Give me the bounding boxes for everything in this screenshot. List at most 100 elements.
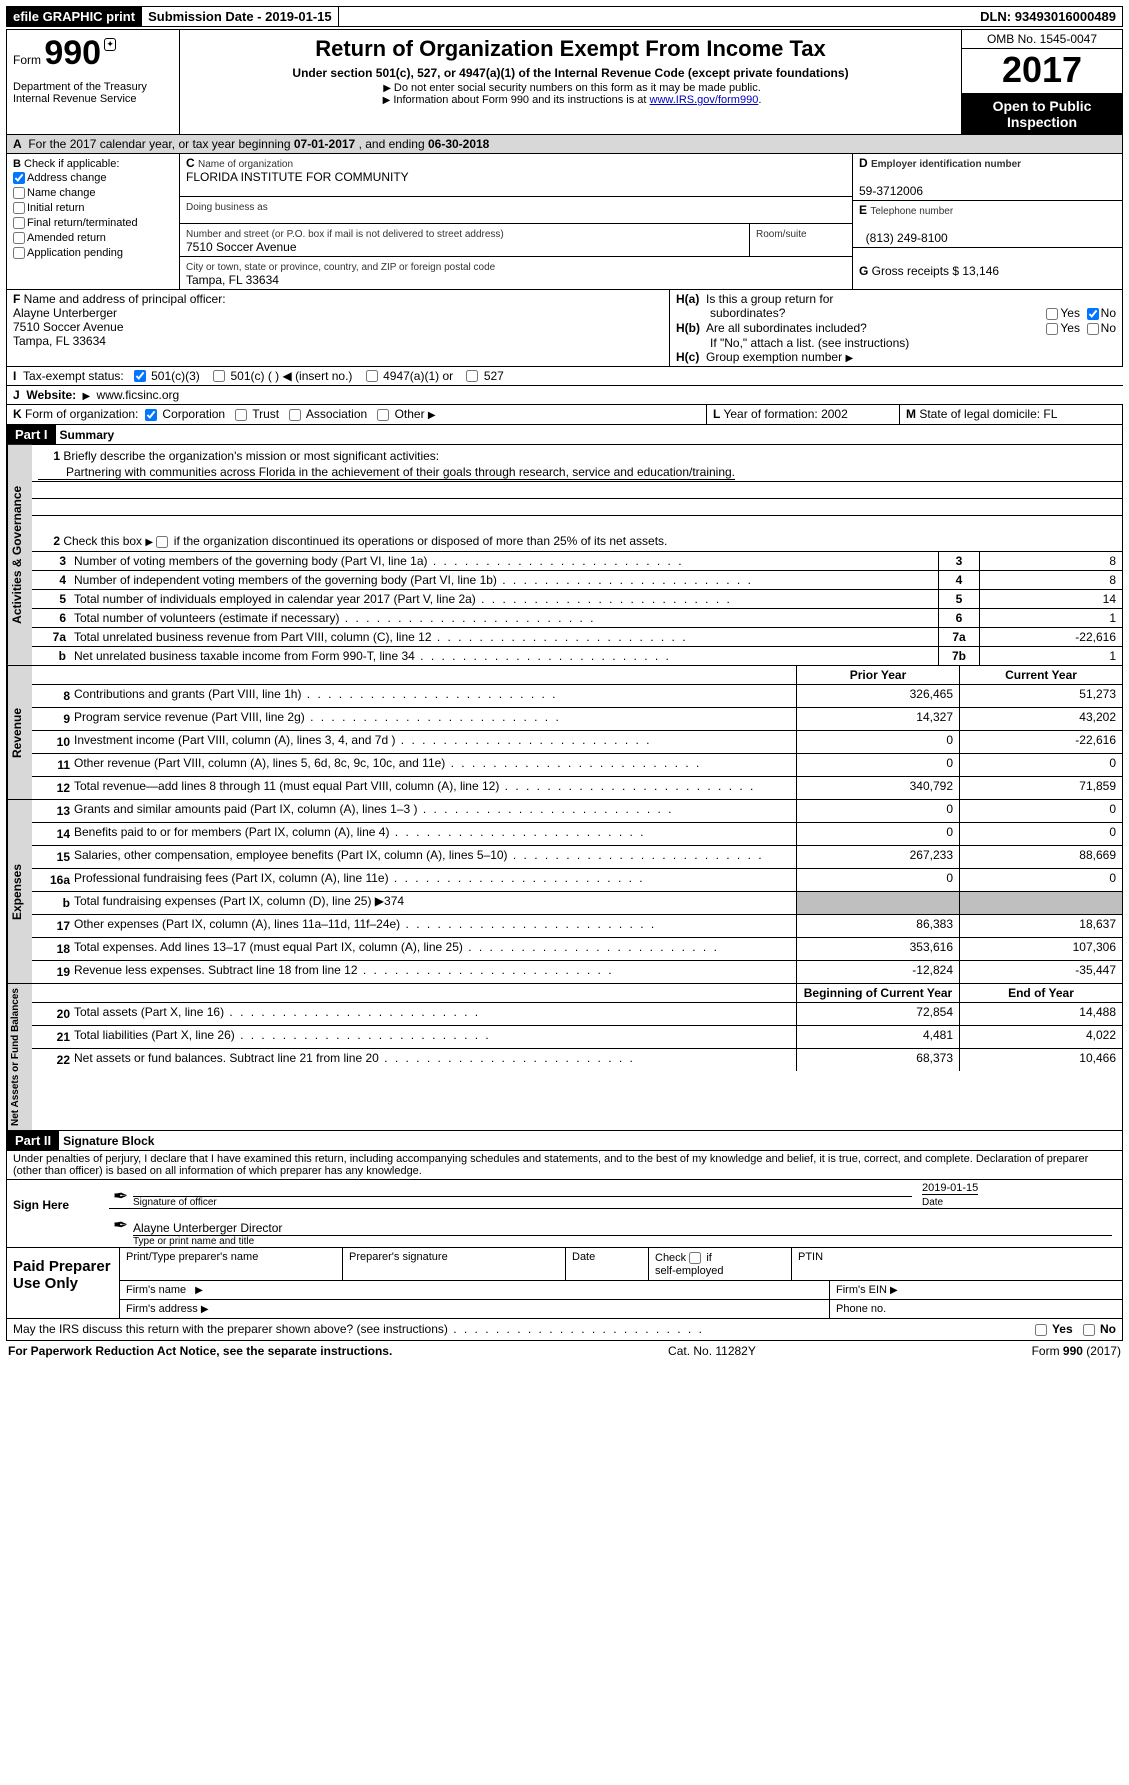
type-name-label: Type or print name and title	[133, 1236, 1122, 1247]
efile-topbar: efile GRAPHIC print Submission Date - 20…	[6, 6, 1123, 27]
dept-irs: Internal Revenue Service	[13, 93, 173, 105]
vtab-revenue: Revenue	[7, 666, 32, 799]
line-number: b	[36, 894, 74, 912]
line-desc: Total expenses. Add lines 13–17 (must eq…	[74, 940, 792, 958]
opt-assoc: Association	[306, 407, 367, 421]
prior-year-value: 0	[796, 754, 959, 776]
line-desc: Total fundraising expenses (Part IX, col…	[74, 894, 792, 912]
revenue-block: Revenue Prior Year Current Year 8Contrib…	[6, 666, 1123, 800]
cb-other[interactable]	[377, 409, 389, 421]
street-label: Number and street (or P.O. box if mail i…	[186, 229, 504, 240]
cb-address-change[interactable]: Address change	[13, 171, 173, 185]
sig-date: 2019-01-15	[922, 1182, 978, 1195]
line-number: 20	[36, 1005, 74, 1023]
cb-discuss-no[interactable]	[1083, 1324, 1095, 1336]
checkbox-icon[interactable]	[13, 217, 25, 229]
officer-city: Tampa, FL 33634	[13, 334, 106, 348]
line-a-mid: , and ending	[355, 137, 428, 151]
line-box: 5	[938, 590, 979, 608]
omb-number: OMB No. 1545-0047	[962, 30, 1122, 49]
hb-no-checkbox[interactable]	[1087, 323, 1099, 335]
part2-title: Signature Block	[59, 1134, 154, 1148]
checkbox-icon[interactable]	[13, 202, 25, 214]
line-number: 17	[36, 917, 74, 935]
line-desc: Total number of volunteers (estimate if …	[70, 609, 938, 627]
hb-yes-checkbox[interactable]	[1046, 323, 1058, 335]
dba-label: Doing business as	[186, 202, 268, 213]
begin-year-hdr: Beginning of Current Year	[796, 984, 959, 1002]
gross-value: 13,146	[962, 264, 999, 278]
org-name: FLORIDA INSTITUTE FOR COMMUNITY	[186, 170, 409, 184]
line-desc: Number of voting members of the governin…	[70, 552, 938, 570]
prior-year-value: -12,824	[796, 961, 959, 983]
checkbox-icon[interactable]	[13, 232, 25, 244]
opt-other: Other	[395, 407, 425, 421]
cb-application-pending[interactable]: Application pending	[13, 246, 173, 260]
line-desc: Other revenue (Part VIII, column (A), li…	[74, 756, 792, 774]
opt-527: 527	[484, 369, 504, 383]
checkbox-icon[interactable]	[13, 187, 25, 199]
line-number: 13	[36, 802, 74, 820]
table-row: 21Total liabilities (Part X, line 26)4,4…	[32, 1025, 1122, 1048]
prior-year-value: 340,792	[796, 777, 959, 799]
cb-final-return[interactable]: Final return/terminated	[13, 216, 173, 230]
arrow-icon	[380, 94, 394, 106]
prior-year-value: 86,383	[796, 915, 959, 937]
gross-label: Gross receipts $	[872, 264, 963, 278]
self-employed-label: self-employed	[655, 1265, 723, 1277]
cb-self-employed[interactable]	[689, 1252, 701, 1264]
b-label: Check if applicable:	[24, 158, 119, 170]
cb-name-change[interactable]: Name change	[13, 186, 173, 200]
arrow-icon	[201, 1303, 209, 1315]
table-row: 15Salaries, other compensation, employee…	[32, 845, 1122, 868]
prior-year-value: 353,616	[796, 938, 959, 960]
website-value: www.ficsinc.org	[97, 388, 180, 402]
current-year-value: 88,669	[959, 846, 1122, 868]
cb-initial-return[interactable]: Initial return	[13, 201, 173, 215]
cb-amended-return[interactable]: Amended return	[13, 231, 173, 245]
footer-form-pre: Form	[1032, 1344, 1063, 1358]
line-desc: Total number of individuals employed in …	[70, 590, 938, 608]
cb-527[interactable]	[466, 370, 478, 382]
cb-4947[interactable]	[366, 370, 378, 382]
irs-link[interactable]: www.IRS.gov/form990	[650, 94, 759, 106]
line-number: 14	[36, 825, 74, 843]
opt-trust: Trust	[252, 407, 279, 421]
table-row: 3Number of voting members of the governi…	[32, 551, 1122, 570]
table-row: 5Total number of individuals employed in…	[32, 589, 1122, 608]
mission-blank-line	[32, 482, 1122, 499]
cb-501c[interactable]	[213, 370, 225, 382]
room-label: Room/suite	[756, 229, 807, 240]
table-row: 14Benefits paid to or for members (Part …	[32, 822, 1122, 845]
firm-phone-label: Phone no.	[830, 1300, 1122, 1318]
cb-discuss-yes[interactable]	[1035, 1324, 1047, 1336]
ha-no-checkbox[interactable]	[1087, 308, 1099, 320]
cb-501c3[interactable]	[134, 370, 146, 382]
line-desc: Grants and similar amounts paid (Part IX…	[74, 802, 792, 820]
line-desc: Total assets (Part X, line 16)	[74, 1005, 792, 1023]
checkbox-icon[interactable]	[13, 172, 25, 184]
table-row: bTotal fundraising expenses (Part IX, co…	[32, 891, 1122, 914]
line-desc: Professional fundraising fees (Part IX, …	[74, 871, 792, 889]
checkbox-icon[interactable]	[13, 247, 25, 259]
insert-no-hint: (insert no.)	[295, 369, 352, 383]
part2-bar: Part II	[7, 1131, 59, 1150]
table-row: 7aTotal unrelated business revenue from …	[32, 627, 1122, 646]
cb-trust[interactable]	[235, 409, 247, 421]
line-number: 21	[36, 1028, 74, 1046]
line-number: 15	[36, 848, 74, 866]
cb-label: Final return/terminated	[27, 217, 138, 229]
prior-year-value: 68,373	[796, 1049, 959, 1071]
line-value: -22,616	[979, 628, 1122, 646]
vtab-expenses: Expenses	[7, 800, 32, 983]
cb-association[interactable]	[289, 409, 301, 421]
current-year-value: 10,466	[959, 1049, 1122, 1071]
prior-year-value: 0	[796, 800, 959, 822]
cb-corporation[interactable]	[145, 409, 157, 421]
cb-discontinued[interactable]	[156, 536, 168, 548]
column-d: D Employer identification number 59-3712…	[853, 154, 1123, 290]
ha-yes-checkbox[interactable]	[1046, 308, 1058, 320]
open-line1: Open to Public	[964, 98, 1120, 114]
line-number: 3	[32, 552, 70, 570]
preparer-sig-hdr: Preparer's signature	[343, 1248, 566, 1280]
